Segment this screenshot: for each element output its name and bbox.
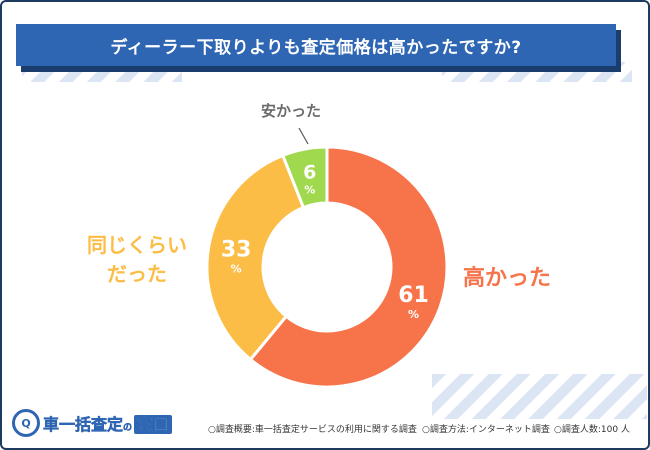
car-search-icon: Q xyxy=(12,409,40,437)
survey-method: ○調査方法:インターネット調査 xyxy=(422,425,550,435)
value-label-same: 33 xyxy=(221,238,252,263)
slice-low xyxy=(280,145,329,210)
value-label-low: 6 xyxy=(303,162,316,184)
survey-overview: ○調査概要:車一括査定サービスの利用に関する調査 xyxy=(208,425,417,435)
unit-label-high: % xyxy=(408,308,419,321)
label-high: 高かった xyxy=(463,265,551,291)
brand-logo-text: 車一括査定の 窓口 xyxy=(43,411,173,435)
unit-label-low: % xyxy=(304,184,315,197)
slice-same xyxy=(205,153,306,362)
value-label-high: 61 xyxy=(398,283,429,308)
low-leader-line xyxy=(298,127,309,145)
label-low: 安かった xyxy=(261,102,321,120)
brand-logo: Q 車一括査定の 窓口 xyxy=(12,408,173,438)
survey-count: ○調査人数:100 人 xyxy=(554,425,630,435)
unit-label-same: % xyxy=(231,263,242,276)
page-title: ディーラー下取りよりも査定価格は高かったですか? xyxy=(16,24,616,66)
slice-high xyxy=(248,145,449,389)
label-same-line2: だった xyxy=(107,262,167,286)
label-same-line1: 同じくらい xyxy=(87,233,187,257)
